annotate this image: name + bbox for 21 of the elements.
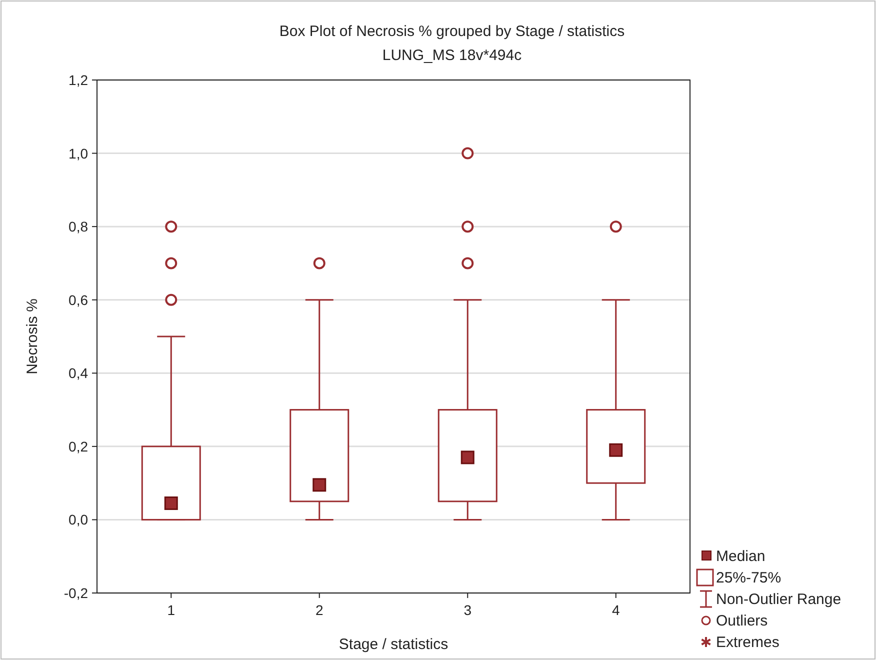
x-axis-title: Stage / statistics: [338, 636, 448, 653]
x-tick-label: 1: [167, 602, 176, 618]
x-tick-label: 3: [464, 602, 472, 618]
y-tick-label: 0,0: [68, 512, 88, 528]
y-tick-label: 0,2: [68, 438, 88, 454]
y-tick-label: 0,4: [68, 365, 88, 382]
y-tick-label: 1,0: [68, 145, 88, 162]
y-tick-label: 1,2: [68, 72, 88, 88]
chart-subtitle: LUNG_MS 18v*494c: [382, 47, 522, 64]
x-tick-label: 2: [315, 602, 324, 618]
text: 25%-75%: [716, 570, 782, 586]
y-tick-label: 0,8: [68, 218, 88, 235]
x-tick-label: 4: [612, 602, 620, 618]
y-tick-label: 0,6: [68, 292, 88, 308]
chart-title: Box Plot of Necrosis % grouped by Stage / statistics: [279, 23, 625, 40]
text: Outliers: [716, 612, 768, 630]
text: Extremes: [716, 634, 780, 651]
y-axis-title: Necrosis %: [24, 298, 41, 374]
y-tick-label: -0,2: [64, 585, 88, 601]
text: Non-Outlier Range: [716, 591, 842, 608]
text: Median: [716, 548, 766, 565]
